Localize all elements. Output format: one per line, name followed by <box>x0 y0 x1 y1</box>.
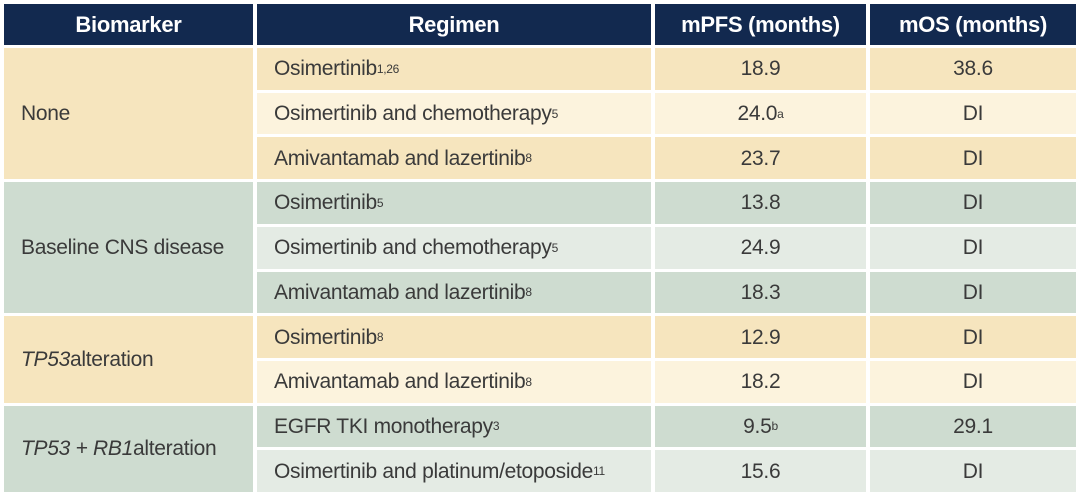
mos-cell: DI <box>870 360 1076 403</box>
cell-text: 24.0 <box>737 102 778 126</box>
mpfs-cell: 24.9 <box>655 226 866 269</box>
cell-text: 29.1 <box>953 414 993 438</box>
mpfs-cell: 18.2 <box>655 360 866 403</box>
mos-cell: DI <box>870 316 1076 358</box>
cell-text: Amivantamab and lazertinib <box>274 370 526 394</box>
cell-text: 9.5 <box>743 414 772 438</box>
cell-text: DI <box>962 370 984 394</box>
mos-cell: DI <box>870 271 1076 314</box>
cell-text: 23.7 <box>740 146 781 170</box>
biomarker-label: None <box>21 102 71 126</box>
mos-cell: DI <box>870 182 1076 224</box>
regimen-cell: Amivantamab and lazertinib 8 <box>257 271 651 314</box>
cell-text: 18.9 <box>740 57 781 81</box>
biomarker-label: alteration <box>70 347 154 371</box>
cell-text: Amivantamab and lazertinib <box>274 280 526 304</box>
mos-cell: DI <box>870 450 1076 492</box>
cell-text: DI <box>962 102 984 126</box>
mpfs-cell: 24.0 a <box>655 92 866 135</box>
regimen-cell: Osimertinib and platinum/etoposide 11 <box>257 450 651 492</box>
cell-text: 13.8 <box>740 191 781 215</box>
regimen-cell: Osimertinib and chemotherapy 5 <box>257 92 651 135</box>
cell-text: DI <box>962 191 984 215</box>
mos-cell: DI <box>870 92 1076 135</box>
biomarker-cell: None <box>4 48 253 180</box>
regimen-cell: Osimertinib 5 <box>257 182 651 224</box>
column-header-mos: mOS (months) <box>870 4 1076 45</box>
biomarker-label: Baseline CNS disease <box>21 236 224 260</box>
mpfs-cell: 18.9 <box>655 48 866 90</box>
column-header-regimen: Regimen <box>257 4 651 45</box>
regimen-cell: Osimertinib 1,26 <box>257 48 651 90</box>
cell-text: EGFR TKI monotherapy <box>274 414 493 438</box>
mpfs-cell: 12.9 <box>655 316 866 358</box>
cell-text: DI <box>962 325 984 349</box>
mpfs-cell: 18.3 <box>655 271 866 314</box>
cell-text: Amivantamab and lazertinib <box>274 146 526 170</box>
cell-text: 18.3 <box>740 280 781 304</box>
mpfs-cell: 23.7 <box>655 137 866 180</box>
cell-text: DI <box>962 236 984 260</box>
cell-text: DI <box>962 146 984 170</box>
mpfs-cell: 15.6 <box>655 450 866 492</box>
cell-text: 38.6 <box>953 57 993 81</box>
cell-text: 15.6 <box>740 459 781 483</box>
cell-text: 24.9 <box>740 236 781 260</box>
cell-text: 12.9 <box>740 325 781 349</box>
regimen-cell: Amivantamab and lazertinib 8 <box>257 137 651 180</box>
mos-cell: 38.6 <box>870 48 1076 90</box>
cell-text: Osimertinib and platinum/etoposide <box>274 459 593 483</box>
mpfs-cell: 13.8 <box>655 182 866 224</box>
mos-cell: DI <box>870 137 1076 180</box>
biomarker-label: alteration <box>132 437 217 461</box>
mos-cell: DI <box>870 226 1076 269</box>
regimen-cell: Osimertinib and chemotherapy 5 <box>257 226 651 269</box>
mpfs-cell: 9.5 b <box>655 405 866 448</box>
cell-text: 18.2 <box>740 370 781 394</box>
biomarker-label: TP53 + RB1 <box>21 437 133 461</box>
cell-text: Osimertinib <box>274 325 377 349</box>
cell-text: DI <box>962 459 984 483</box>
cell-text: Osimertinib <box>274 57 377 81</box>
cell-text: Osimertinib <box>274 191 377 215</box>
mos-cell: 29.1 <box>870 405 1076 448</box>
biomarker-cell: Baseline CNS disease <box>4 182 253 314</box>
regimen-cell: Amivantamab and lazertinib 8 <box>257 360 651 403</box>
cell-text: Osimertinib and chemotherapy <box>274 236 552 260</box>
regimen-cell: EGFR TKI monotherapy 3 <box>257 405 651 448</box>
cell-text: Osimertinib and chemotherapy <box>274 102 552 126</box>
regimen-cell: Osimertinib 8 <box>257 316 651 358</box>
biomarker-cell: TP53 alteration <box>4 316 253 403</box>
column-header-biomarker: Biomarker <box>4 4 253 45</box>
biomarker-cell: TP53 + RB1 alteration <box>4 405 253 492</box>
biomarker-label: TP53 <box>21 347 70 371</box>
cell-text: DI <box>962 280 984 304</box>
column-header-mpfs: mPFS (months) <box>655 4 866 45</box>
